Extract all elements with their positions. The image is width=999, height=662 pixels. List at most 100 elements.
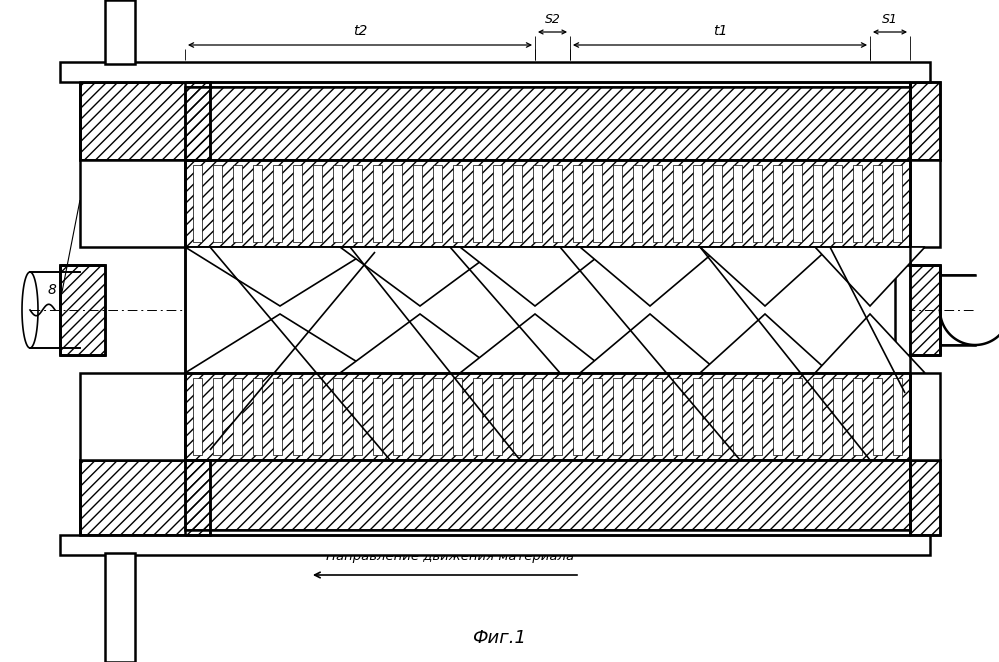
Polygon shape [700, 247, 830, 306]
Bar [533, 378, 542, 455]
Bar [673, 378, 682, 455]
Polygon shape [340, 314, 500, 373]
Bar [185, 373, 910, 460]
Bar [813, 378, 822, 455]
Bar [333, 165, 342, 242]
Bar [453, 378, 462, 455]
Bar [373, 165, 382, 242]
Bar [513, 165, 522, 242]
Polygon shape [580, 314, 720, 373]
Bar [80, 160, 185, 247]
Bar [213, 165, 222, 242]
Bar [233, 378, 242, 455]
Bar [353, 165, 362, 242]
Bar [473, 378, 482, 455]
Polygon shape [700, 314, 830, 373]
Bar [493, 165, 502, 242]
Bar [253, 378, 262, 455]
Polygon shape [460, 314, 610, 373]
Bar [773, 378, 782, 455]
Bar [253, 165, 262, 242]
Bar [185, 460, 910, 530]
Bar [80, 82, 210, 160]
Bar [793, 378, 802, 455]
Bar [693, 378, 702, 455]
Bar [833, 165, 842, 242]
Bar [910, 373, 940, 460]
Bar [910, 160, 940, 247]
Bar [573, 165, 582, 242]
Bar [833, 378, 842, 455]
Bar [473, 165, 482, 242]
Bar [313, 378, 322, 455]
Bar [910, 460, 940, 535]
Bar [107, 555, 133, 660]
Bar [185, 373, 910, 460]
Bar [873, 378, 882, 455]
Bar [313, 165, 322, 242]
Polygon shape [340, 247, 500, 306]
Bar [273, 165, 282, 242]
Text: d2: d2 [358, 321, 372, 339]
Text: t2: t2 [353, 24, 368, 38]
Bar [533, 165, 542, 242]
Bar [773, 165, 782, 242]
Bar [613, 165, 622, 242]
Bar [60, 62, 930, 82]
Bar [193, 378, 202, 455]
Bar [105, 0, 135, 64]
Bar [673, 165, 682, 242]
Bar [185, 460, 910, 530]
Bar [893, 378, 902, 455]
Bar [233, 165, 242, 242]
Bar [62, 64, 928, 80]
Bar [910, 82, 940, 160]
Bar [80, 373, 185, 460]
Bar [413, 165, 422, 242]
Bar [633, 165, 642, 242]
Polygon shape [185, 314, 375, 373]
Text: S1: S1 [882, 13, 898, 26]
Bar [733, 378, 742, 455]
Polygon shape [580, 247, 720, 306]
Bar [910, 460, 940, 535]
Bar [80, 460, 210, 535]
Bar [553, 165, 562, 242]
Bar [353, 378, 362, 455]
Bar [293, 165, 302, 242]
Bar [853, 378, 862, 455]
Bar [753, 165, 762, 242]
Bar [753, 378, 762, 455]
Bar [453, 165, 462, 242]
Bar [185, 247, 910, 373]
Bar [413, 378, 422, 455]
Bar [193, 165, 202, 242]
Bar [553, 378, 562, 455]
Text: Направление движения материала: Направление движения материала [326, 550, 574, 563]
Polygon shape [815, 314, 925, 373]
Polygon shape [815, 247, 925, 306]
Polygon shape [185, 247, 375, 306]
Bar [373, 378, 382, 455]
Bar [653, 165, 662, 242]
Bar [80, 460, 210, 535]
Bar [693, 165, 702, 242]
Bar [213, 378, 222, 455]
Bar [573, 378, 582, 455]
Bar [613, 378, 622, 455]
Bar [593, 165, 602, 242]
Bar [185, 87, 910, 160]
Bar [713, 378, 722, 455]
Bar [433, 165, 442, 242]
Bar [910, 82, 940, 160]
Bar [593, 378, 602, 455]
Bar [893, 165, 902, 242]
Bar [493, 378, 502, 455]
Text: d1: d1 [748, 321, 762, 339]
Bar [185, 87, 910, 160]
Bar [393, 165, 402, 242]
Bar [853, 165, 862, 242]
Bar [62, 537, 928, 553]
Bar [185, 160, 910, 247]
Text: 8: 8 [48, 283, 56, 297]
